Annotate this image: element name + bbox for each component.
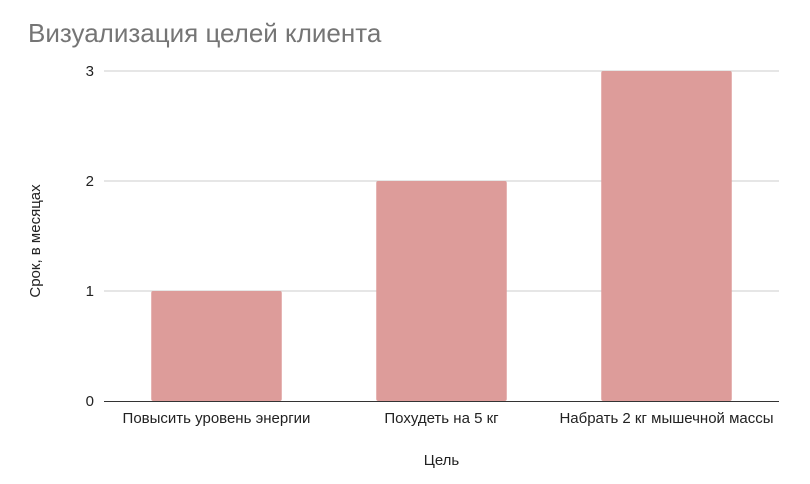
y-axis-ticks: 0 1 2 3 (86, 63, 94, 410)
y-tick-label: 2 (86, 173, 94, 190)
bars (151, 71, 732, 401)
x-axis-title: Цель (424, 452, 460, 469)
x-category-label: Повысить уровень энергии (123, 410, 311, 427)
x-category-label: Похудеть на 5 кг (384, 410, 499, 427)
y-tick-label: 0 (86, 393, 94, 410)
bar (151, 291, 282, 401)
y-axis-title: Срок, в месяцах (27, 184, 44, 298)
y-tick-label: 3 (86, 63, 94, 80)
bar (601, 71, 732, 401)
y-tick-label: 1 (86, 283, 94, 300)
x-category-label: Набрать 2 кг мышечной массы (559, 410, 773, 427)
bar (376, 181, 507, 401)
chart-title: Визуализация целей клиента (28, 18, 382, 48)
x-axis-categories: Повысить уровень энергии Похудеть на 5 кг… (123, 410, 774, 427)
